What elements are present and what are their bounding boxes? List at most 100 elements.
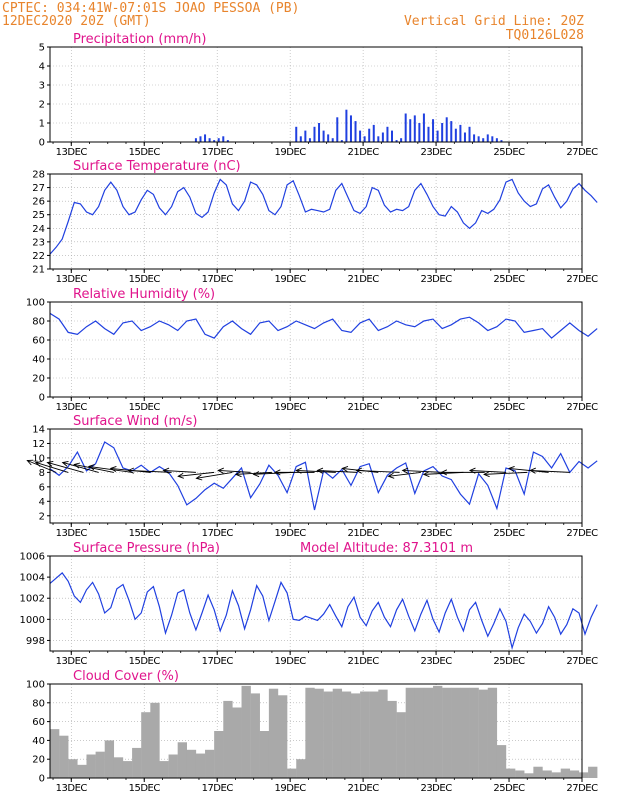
pressure-ytick-label: 1004 [20,573,45,584]
wind-vector-head [61,460,69,467]
wind-vector-head [217,467,224,474]
cloud-bar [86,754,96,778]
wind-ytick-label: 8 [39,468,45,479]
rh-xtick-label: 21DEC [348,402,380,413]
wind-vector-head [26,459,34,466]
precip-bar [427,126,430,142]
precip-bar [500,140,503,142]
temp-xtick-label: 23DEC [420,274,452,285]
temp-ytick-label: 25 [32,210,45,221]
rh-series-line [49,312,598,339]
rh-xtick-label: 13DEC [56,402,88,413]
cloud-ytick-label: 100 [26,680,45,691]
precip-bar [363,136,366,142]
cloud-xtick-label: 21DEC [348,783,380,794]
wind-vector-head [529,467,536,474]
precip-bar [409,119,412,142]
rh-frame [49,301,583,398]
temp-xtick-label: 19DEC [275,274,307,285]
precip-xtick-label: 21DEC [348,147,380,158]
wind-frame [49,428,583,524]
temp-ytick-label: 22 [32,251,45,262]
precip-xtick-label: 15DEC [129,147,161,158]
wind-xtick-label: 23DEC [420,528,452,539]
precip-bar [336,117,339,142]
wind-vector-head [401,467,409,474]
cloud-bar [496,745,507,778]
pressure-xtick-label: 17DEC [202,656,234,667]
precip-bar [299,136,302,142]
rh-xtick-label: 25DEC [493,402,525,413]
cloud-bar [250,693,260,778]
cloud-bar [442,687,452,778]
wind-vector [235,471,272,475]
precip-bar [208,138,211,142]
wind-xtick-label: 19DEC [275,528,307,539]
precip-bar [213,140,216,142]
cloud-bar [551,772,561,778]
cloud-bar [341,691,352,778]
precip-bar [381,132,384,142]
cloud-bar [214,731,224,778]
precip-xtick-label: 17DEC [202,147,234,158]
wind-vector [27,460,57,473]
precip-bar [313,126,316,142]
cloud-bar [168,754,178,778]
wind-vector [35,462,69,473]
cloud-bar [396,712,406,778]
wind-vector-head [34,461,42,467]
wind-vector [402,469,443,473]
precip-ytick-label: 4 [39,62,45,73]
precip-bar [194,138,197,142]
pressure-ytick-label: 1002 [20,594,45,605]
cloud-xtick-label: 23DEC [420,783,452,794]
wind-vector [178,471,215,477]
precip-bar [372,124,375,142]
rh-ytick-label: 0 [39,393,45,404]
wind-vector [74,464,114,473]
pressure-ytick-label: 998 [26,636,45,647]
cloud-bar [268,688,279,778]
pressure-ytick-label: 1000 [20,615,45,626]
pressure-ytick-label: 1006 [20,552,45,563]
cloud-bar [542,770,552,778]
wind-vector [296,469,336,473]
cloud-bar [478,689,488,778]
cloud-bar [515,770,525,778]
wind-vector-head [387,472,395,479]
cloud-bar [469,687,479,778]
precip-bar [295,126,298,142]
cloud-bar [95,751,105,778]
cloud-bar [287,768,297,778]
wind-vector-head [252,471,260,478]
precip-bar [418,123,421,142]
cloud-bar [141,712,151,778]
wind-vector [469,469,507,473]
cloud-bar [241,685,251,778]
rh-ytick-label: 40 [32,355,45,366]
temp-xtick-label: 27DEC [566,274,598,285]
temp-ytick-label: 27 [32,183,45,194]
cloud-ytick-label: 0 [39,774,45,785]
rh-xtick-label: 27DEC [566,402,598,413]
temp-ytick-label: 21 [32,265,45,276]
wind-vector [508,467,549,473]
cloud-xtick-label: 19DEC [275,783,307,794]
cloud-ytick-label: 80 [32,698,45,709]
cloud-bar [323,691,333,778]
precip-bar [400,138,403,142]
wind-vector [218,469,251,473]
cloud-bar [451,687,461,778]
wind-vector [88,465,133,473]
precip-bar [477,136,480,142]
pressure-title: Surface Pressure (hPa) [73,541,220,556]
cloud-xtick-label: 17DEC [202,783,234,794]
cloud-bar [506,768,516,778]
precip-bar [391,130,393,142]
wind-vector-head [87,464,95,471]
temp-xtick-label: 25DEC [493,274,525,285]
wind-xtick-label: 17DEC [202,528,234,539]
precip-bar [217,138,220,142]
wind-vector-head [483,471,490,478]
precip-ytick-label: 0 [39,138,45,149]
